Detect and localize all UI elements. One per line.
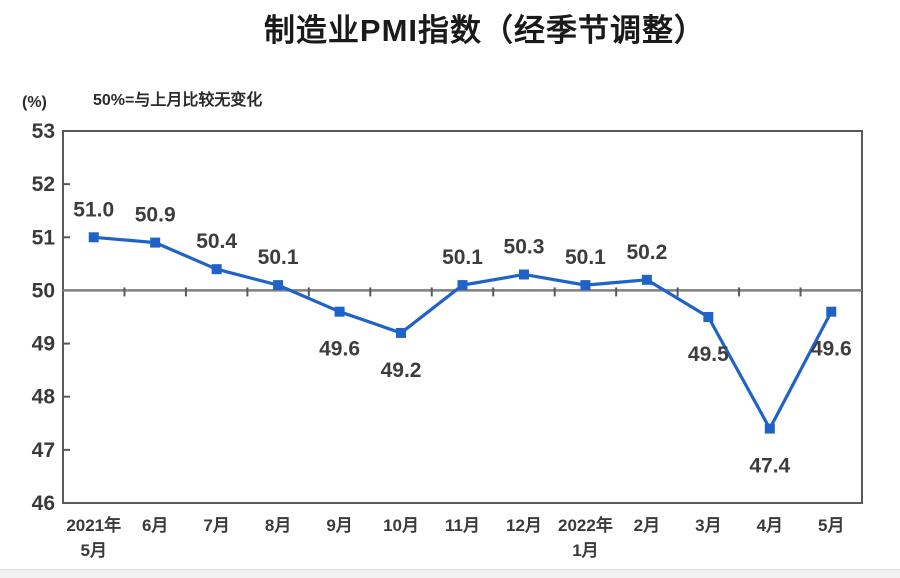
data-point-marker: [88, 232, 99, 243]
data-point-label: 49.2: [381, 359, 422, 382]
data-point-marker: [396, 327, 407, 338]
data-point-marker: [826, 306, 837, 317]
y-axis-unit-label: (%): [22, 94, 47, 111]
data-point-marker: [150, 237, 161, 248]
x-axis-label-line2: 1月: [572, 541, 598, 560]
data-point-label: 51.0: [73, 198, 114, 221]
y-axis-label: 47: [32, 439, 55, 462]
plot-border: [62, 130, 863, 504]
data-point-marker: [641, 274, 652, 285]
x-axis-label: 3月: [695, 516, 721, 535]
data-point-label: 49.6: [811, 338, 852, 361]
y-axis-label: 48: [32, 386, 56, 409]
data-point-label: 50.2: [626, 241, 667, 264]
x-axis-label: 7月: [203, 516, 229, 535]
data-point-marker: [457, 280, 468, 291]
chart-subtitle: 50%=与上月比较无变化: [93, 92, 263, 109]
data-point-marker: [518, 269, 529, 280]
data-point-marker: [580, 280, 591, 291]
y-axis-label: 50: [32, 279, 55, 302]
x-axis-label: 9月: [326, 516, 352, 535]
data-point-label: 50.3: [504, 235, 545, 258]
data-point-label: 47.4: [749, 455, 790, 478]
x-axis-label: 2021年: [66, 515, 121, 535]
x-axis-label: 4月: [757, 516, 783, 535]
x-axis-label: 5月: [818, 516, 844, 535]
data-point-label: 50.1: [258, 246, 299, 269]
x-axis-label: 6月: [142, 516, 168, 535]
data-point-marker: [211, 264, 222, 275]
x-axis-label: 8月: [265, 516, 291, 535]
data-point-label: 49.5: [688, 343, 729, 366]
chart-title: 制造业PMI指数（经季节调整）: [263, 13, 707, 48]
x-axis-label: 2月: [634, 516, 660, 535]
data-point-label: 50.9: [135, 204, 176, 227]
y-axis-label: 46: [32, 492, 55, 515]
y-axis-label: 53: [32, 120, 55, 143]
y-axis-label: 52: [32, 173, 55, 196]
x-axis-label: 11月: [445, 516, 480, 535]
y-axis-label: 49: [32, 333, 55, 356]
x-axis-label: 2022年: [558, 515, 613, 535]
data-point-marker: [273, 280, 284, 291]
data-point-marker: [764, 423, 775, 434]
data-point-label: 49.6: [319, 338, 360, 361]
x-axis-label-line2: 5月: [80, 541, 106, 560]
data-point-label: 50.4: [196, 230, 237, 253]
page-bottom-bar: [0, 569, 900, 578]
data-point-label: 50.1: [442, 246, 483, 269]
y-axis-label: 51: [32, 226, 56, 249]
data-point-marker: [334, 306, 345, 317]
data-point-label: 50.1: [565, 246, 606, 269]
data-point-marker: [703, 312, 714, 322]
x-axis-label: 10月: [383, 516, 419, 535]
x-axis-label: 12月: [506, 516, 542, 535]
